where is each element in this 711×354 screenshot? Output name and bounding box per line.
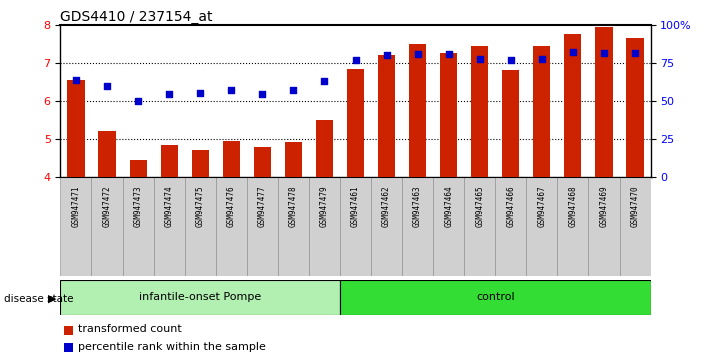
- Text: control: control: [476, 292, 515, 302]
- Bar: [378, 55, 395, 177]
- Point: [195, 90, 206, 96]
- Text: GSM947464: GSM947464: [444, 185, 453, 227]
- Bar: [464, 177, 496, 276]
- Bar: [340, 280, 651, 315]
- Point: [629, 51, 641, 56]
- Bar: [340, 177, 371, 276]
- Bar: [402, 177, 433, 276]
- Text: infantile-onset Pompe: infantile-onset Pompe: [139, 292, 262, 302]
- Point: [536, 56, 547, 62]
- Bar: [409, 44, 426, 177]
- Bar: [471, 46, 488, 177]
- Bar: [626, 38, 643, 177]
- Bar: [122, 177, 154, 276]
- Text: GSM947471: GSM947471: [72, 185, 80, 227]
- Text: GSM947470: GSM947470: [631, 185, 639, 227]
- Bar: [60, 177, 92, 276]
- Text: GDS4410 / 237154_at: GDS4410 / 237154_at: [60, 10, 213, 24]
- Bar: [99, 131, 116, 177]
- Text: GSM947472: GSM947472: [102, 185, 112, 227]
- Text: GSM947475: GSM947475: [196, 185, 205, 227]
- Bar: [440, 53, 457, 177]
- Point: [257, 91, 268, 97]
- Bar: [433, 177, 464, 276]
- Bar: [565, 34, 582, 177]
- Text: GSM947476: GSM947476: [227, 185, 236, 227]
- Text: GSM947477: GSM947477: [258, 185, 267, 227]
- Bar: [192, 150, 209, 177]
- Point: [350, 57, 361, 63]
- Point: [164, 91, 175, 97]
- Bar: [185, 177, 215, 276]
- Bar: [309, 177, 340, 276]
- Point: [474, 56, 486, 62]
- Point: [443, 52, 454, 57]
- Point: [567, 49, 579, 55]
- Bar: [533, 46, 550, 177]
- Point: [505, 57, 516, 63]
- Text: GSM947463: GSM947463: [413, 185, 422, 227]
- Text: GSM947473: GSM947473: [134, 185, 143, 227]
- Text: transformed count: transformed count: [78, 324, 182, 334]
- Text: GSM947466: GSM947466: [506, 185, 515, 227]
- Bar: [161, 145, 178, 177]
- Text: percentile rank within the sample: percentile rank within the sample: [78, 342, 266, 352]
- Bar: [526, 177, 557, 276]
- Text: GSM947462: GSM947462: [382, 185, 391, 227]
- Bar: [371, 177, 402, 276]
- Bar: [619, 177, 651, 276]
- Text: GSM947461: GSM947461: [351, 185, 360, 227]
- Text: GSM947467: GSM947467: [538, 185, 546, 227]
- Point: [412, 52, 423, 57]
- Text: GSM947479: GSM947479: [320, 185, 329, 227]
- Point: [132, 98, 144, 104]
- Point: [598, 51, 609, 56]
- Bar: [589, 177, 619, 276]
- Bar: [154, 177, 185, 276]
- Bar: [60, 280, 340, 315]
- Bar: [92, 177, 122, 276]
- Bar: [557, 177, 589, 276]
- Point: [319, 78, 330, 84]
- Bar: [68, 80, 85, 177]
- Bar: [129, 160, 146, 177]
- Bar: [223, 141, 240, 177]
- Text: ▶: ▶: [48, 294, 57, 304]
- Bar: [278, 177, 309, 276]
- Bar: [247, 177, 278, 276]
- Text: GSM947468: GSM947468: [568, 185, 577, 227]
- Point: [102, 83, 113, 88]
- Point: [70, 77, 82, 83]
- Bar: [316, 120, 333, 177]
- Text: GSM947474: GSM947474: [165, 185, 173, 227]
- Bar: [215, 177, 247, 276]
- Text: GSM947469: GSM947469: [599, 185, 609, 227]
- Bar: [285, 142, 302, 177]
- Point: [225, 87, 237, 93]
- Bar: [595, 27, 612, 177]
- Bar: [502, 70, 519, 177]
- Bar: [254, 147, 271, 177]
- Bar: [347, 69, 364, 177]
- Text: GSM947465: GSM947465: [475, 185, 484, 227]
- Point: [288, 87, 299, 93]
- Point: [381, 52, 392, 58]
- Bar: [496, 177, 526, 276]
- Text: disease state: disease state: [4, 294, 73, 304]
- Text: GSM947478: GSM947478: [289, 185, 298, 227]
